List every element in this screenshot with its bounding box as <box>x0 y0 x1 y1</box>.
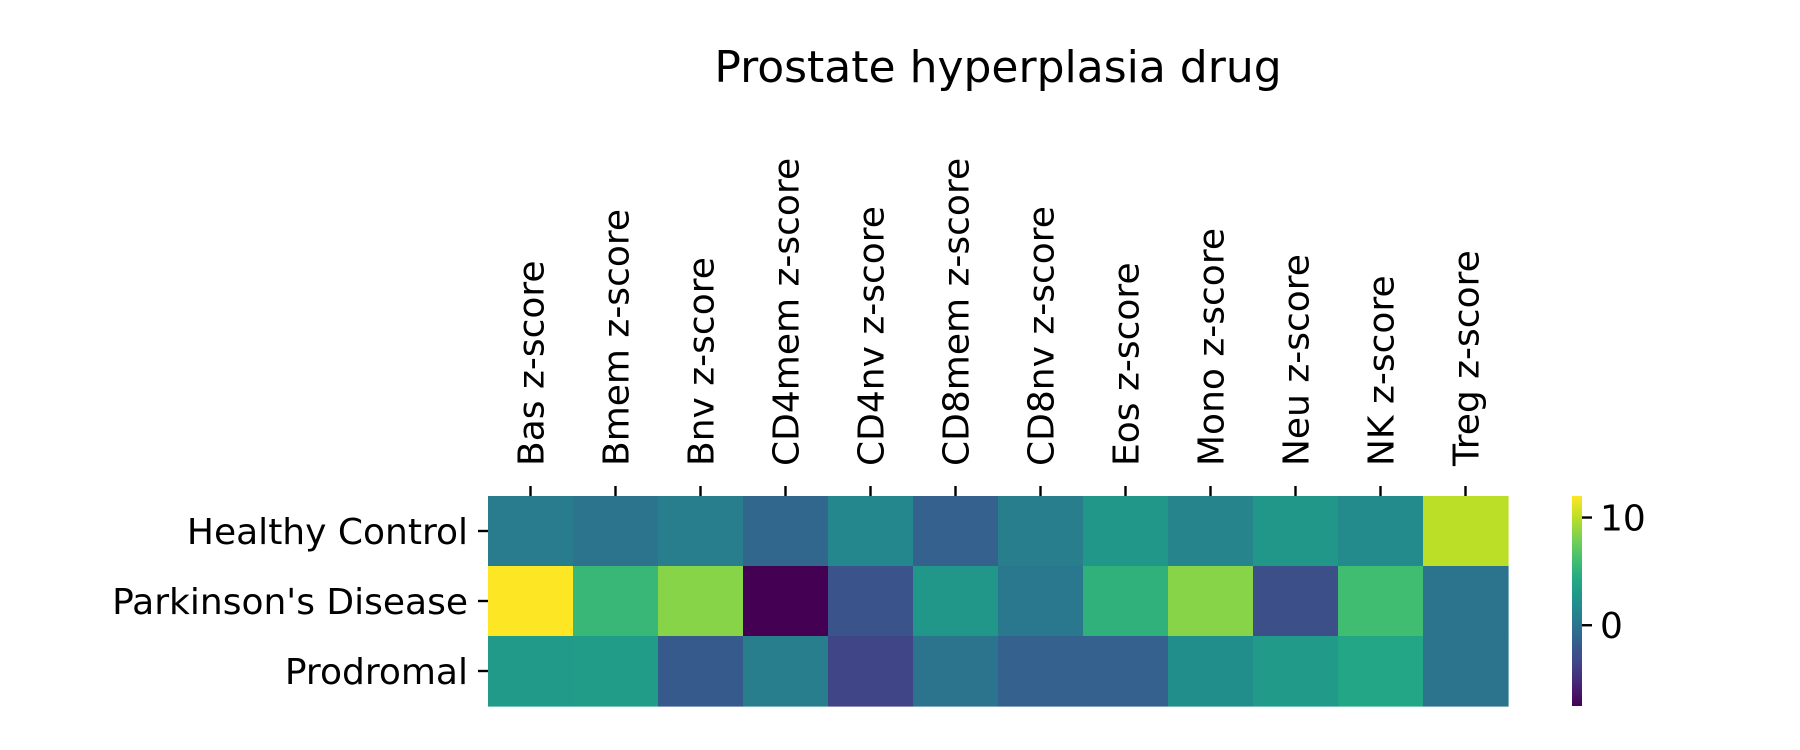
heatmap-cell-prodromal-cd4mem-z-score <box>743 636 829 707</box>
heatmap-cell-prodromal-nk-z-score <box>1338 636 1424 707</box>
heatmap-cell-parkinson-s-disease-cd4nv-z-score <box>828 566 914 637</box>
column-label-bmem-z-score: Bmem z-score <box>597 209 638 466</box>
heatmap-cell-healthy-control-cd4nv-z-score <box>828 496 914 567</box>
colorbar-tick-label: 0 <box>1600 606 1623 647</box>
heatmap-cell-parkinson-s-disease-bmem-z-score <box>573 566 659 637</box>
heatmap-cell-healthy-control-eos-z-score <box>1083 496 1169 567</box>
colorbar: 0 10 <box>1572 496 1646 706</box>
heatmap-cell-parkinson-s-disease-treg-z-score <box>1423 566 1509 637</box>
column-label-eos-z-score: Eos z-score <box>1107 262 1148 466</box>
heatmap-cell-parkinson-s-disease-neu-z-score <box>1253 566 1339 637</box>
heatmap-cell-parkinson-s-disease-cd8nv-z-score <box>998 566 1084 637</box>
heatmap-cells <box>488 496 1509 707</box>
row-label-parkinson-s-disease: Parkinson's Disease <box>112 582 468 623</box>
heatmap-cell-healthy-control-bnv-z-score <box>658 496 744 567</box>
row-label-prodromal: Prodromal <box>285 652 468 693</box>
heatmap-cell-healthy-control-bmem-z-score <box>573 496 659 567</box>
column-label-bas-z-score: Bas z-score <box>512 260 553 466</box>
colorbar-gradient <box>1572 496 1582 706</box>
row-label-healthy-control: Healthy Control <box>187 512 468 553</box>
heatmap-cell-parkinson-s-disease-bas-z-score <box>488 566 574 637</box>
heatmap-cell-parkinson-s-disease-mono-z-score <box>1168 566 1254 637</box>
heatmap-cell-parkinson-s-disease-bnv-z-score <box>658 566 744 637</box>
heatmap-cell-prodromal-bnv-z-score <box>658 636 744 707</box>
heatmap-cell-healthy-control-mono-z-score <box>1168 496 1254 567</box>
heatmap-cell-healthy-control-cd8mem-z-score <box>913 496 999 567</box>
column-label-nk-z-score: NK z-score <box>1362 275 1403 466</box>
column-label-cd8nv-z-score: CD8nv z-score <box>1022 206 1063 466</box>
heatmap-cell-healthy-control-treg-z-score <box>1423 496 1509 567</box>
heatmap-cell-prodromal-neu-z-score <box>1253 636 1339 707</box>
heatmap-cell-prodromal-cd8mem-z-score <box>913 636 999 707</box>
heatmap-cell-prodromal-eos-z-score <box>1083 636 1169 707</box>
column-label-cd8mem-z-score: CD8mem z-score <box>937 158 978 466</box>
chart-title: Prostate hyperplasia drug <box>714 42 1281 93</box>
heatmap-cell-prodromal-mono-z-score <box>1168 636 1254 707</box>
heatmap-cell-prodromal-treg-z-score <box>1423 636 1509 707</box>
column-label-treg-z-score: Treg z-score <box>1447 250 1488 467</box>
heatmap-cell-parkinson-s-disease-cd8mem-z-score <box>913 566 999 637</box>
column-label-cd4nv-z-score: CD4nv z-score <box>852 206 893 466</box>
heatmap-cell-parkinson-s-disease-nk-z-score <box>1338 566 1424 637</box>
heatmap-cell-healthy-control-neu-z-score <box>1253 496 1339 567</box>
heatmap-cell-healthy-control-cd4mem-z-score <box>743 496 829 567</box>
heatmap-cell-prodromal-cd8nv-z-score <box>998 636 1084 707</box>
heatmap-cell-healthy-control-nk-z-score <box>1338 496 1424 567</box>
colorbar-tick-label: 10 <box>1600 499 1646 540</box>
row-labels: Healthy Control Parkinson's Disease Prodro… <box>112 512 488 693</box>
heatmap-cell-prodromal-bas-z-score <box>488 636 574 707</box>
column-labels: Bas z-score Bmem z-score Bnv z-score CD4mem… <box>512 158 1488 496</box>
heatmap-cell-parkinson-s-disease-cd4mem-z-score <box>743 566 829 637</box>
column-label-neu-z-score: Neu z-score <box>1277 254 1318 466</box>
heatmap-cell-healthy-control-cd8nv-z-score <box>998 496 1084 567</box>
heatmap-cell-parkinson-s-disease-eos-z-score <box>1083 566 1169 637</box>
heatmap-cell-prodromal-bmem-z-score <box>573 636 659 707</box>
heatmap-cell-healthy-control-bas-z-score <box>488 496 574 567</box>
column-label-bnv-z-score: Bnv z-score <box>682 257 723 466</box>
column-label-mono-z-score: Mono z-score <box>1192 228 1233 466</box>
heatmap-cell-prodromal-cd4nv-z-score <box>828 636 914 707</box>
column-label-cd4mem-z-score: CD4mem z-score <box>767 158 808 466</box>
